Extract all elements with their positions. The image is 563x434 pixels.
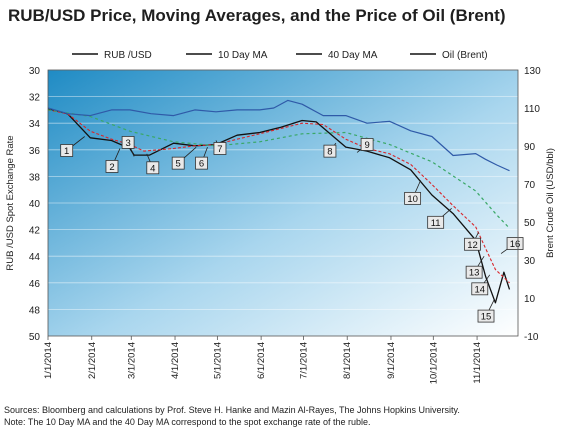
- callout-label: 12: [467, 240, 478, 251]
- x-tick-label: 1/1/2014: [43, 342, 54, 379]
- callout-box: [477, 309, 495, 323]
- callout: 1: [60, 136, 85, 157]
- callout: 6: [195, 146, 208, 170]
- callout-box: [146, 161, 160, 175]
- callout: 4: [146, 153, 160, 175]
- x-tick-label: 5/1/2014: [212, 342, 223, 379]
- callout-label: 16: [510, 239, 521, 250]
- y-left-tick-label: 46: [29, 279, 41, 290]
- callout-box: [60, 144, 74, 157]
- sources-note: Sources: Bloomberg and calculations by P…: [4, 405, 460, 415]
- callout-label: 11: [431, 218, 441, 229]
- ma-note: Note: The 10 Day MA and the 40 Day MA co…: [4, 417, 371, 427]
- callout-box: [323, 144, 337, 158]
- series-line: [48, 109, 510, 229]
- y-left-tick-label: 50: [29, 332, 41, 343]
- callout-box: [427, 215, 445, 229]
- callout: 3: [121, 136, 135, 157]
- callout-label: 14: [474, 284, 485, 295]
- x-tick-label: 11/1/2014: [472, 342, 483, 384]
- callout-label: 5: [176, 159, 181, 170]
- legend-item: 40 Day MA: [296, 50, 378, 61]
- legend-label: 10 Day MA: [218, 50, 268, 61]
- callout-box: [171, 156, 185, 170]
- callout-label: 6: [199, 159, 204, 170]
- callout: 14: [471, 274, 491, 296]
- y-right-tick-label: 110: [524, 104, 540, 115]
- callout-box: [404, 191, 422, 205]
- callout-label: 8: [327, 147, 332, 158]
- callout: 9: [356, 138, 374, 153]
- callout-label: 13: [469, 268, 480, 279]
- callout-box: [121, 136, 135, 149]
- series-line: [48, 107, 511, 304]
- callout: 13: [465, 255, 485, 279]
- legend-label: Oil (Brent): [442, 50, 488, 61]
- y-left-axis-label: RUB /USD Spot Exchange Rate: [5, 135, 16, 270]
- x-tick-label: 4/1/2014: [170, 342, 181, 379]
- callout: 8: [323, 142, 337, 158]
- callout-label: 15: [481, 312, 492, 323]
- y-left-tick-label: 40: [29, 199, 41, 210]
- callout: 5: [171, 146, 197, 170]
- callout-box: [213, 142, 227, 155]
- x-tick-label: 8/1/2014: [342, 342, 353, 379]
- callout-label: 9: [364, 140, 369, 151]
- x-tick-label: 10/1/2014: [428, 342, 439, 384]
- callout-label: 7: [217, 144, 222, 155]
- y-right-tick-label: 70: [524, 180, 536, 191]
- callout-box: [506, 237, 524, 250]
- callout-label: 4: [150, 163, 155, 174]
- legend-item: 10 Day MA: [186, 50, 268, 61]
- x-tick-label: 3/1/2014: [126, 342, 137, 379]
- callout: 7: [213, 140, 227, 155]
- legend-item: RUB /USD: [72, 50, 152, 61]
- callout-box: [464, 237, 481, 251]
- legend-item: Oil (Brent): [410, 50, 488, 61]
- callout-label: 3: [125, 138, 130, 149]
- y-right-axis-label: Brent Crude Oil (USD/bbl): [545, 148, 556, 258]
- y-left-tick-label: 42: [29, 226, 41, 237]
- callout-label: 1: [64, 146, 69, 157]
- legend-label: RUB /USD: [104, 50, 152, 61]
- y-left-tick-label: 32: [29, 93, 41, 104]
- chart-notes: Sources: Bloomberg and calculations by P…: [4, 404, 460, 428]
- callout-box: [471, 282, 489, 296]
- y-left-tick-label: 38: [29, 172, 41, 183]
- y-left-tick-label: 30: [29, 66, 41, 77]
- x-tick-label: 2/1/2014: [87, 342, 98, 379]
- callout: 15: [477, 299, 495, 323]
- plot-frame: [47, 69, 519, 337]
- x-tick-label: 7/1/2014: [298, 342, 309, 379]
- y-right-tick-label: 30: [524, 256, 536, 267]
- callout-box: [105, 160, 119, 173]
- callout-box: [195, 156, 208, 170]
- y-left-tick-label: 44: [29, 252, 41, 263]
- series-line: [48, 99, 510, 172]
- legend-label: 40 Day MA: [328, 50, 378, 61]
- callout-label: 2: [109, 162, 114, 173]
- y-right-tick-label: 10: [524, 294, 536, 305]
- y-right-tick-label: 50: [524, 218, 536, 229]
- y-left-tick-label: 36: [29, 146, 41, 157]
- y-left-tick-label: 48: [29, 305, 41, 316]
- y-right-tick-label: 90: [524, 142, 536, 153]
- callout-label: 10: [407, 194, 418, 205]
- x-tick-label: 9/1/2014: [386, 342, 397, 379]
- callout: 12: [464, 232, 481, 251]
- y-left-tick-label: 34: [29, 119, 41, 130]
- chart-title: RUB/USD Price, Moving Averages, and the …: [8, 6, 506, 25]
- callout: 10: [404, 180, 422, 205]
- callout: 16: [500, 237, 524, 254]
- y-right-tick-label: 130: [524, 66, 541, 77]
- callout-box: [360, 138, 374, 151]
- y-right-tick-label: -10: [524, 332, 539, 343]
- callout-box: [465, 265, 483, 279]
- callout: 11: [427, 208, 452, 229]
- x-tick-label: 6/1/2014: [256, 342, 267, 379]
- callout: 2: [105, 148, 121, 173]
